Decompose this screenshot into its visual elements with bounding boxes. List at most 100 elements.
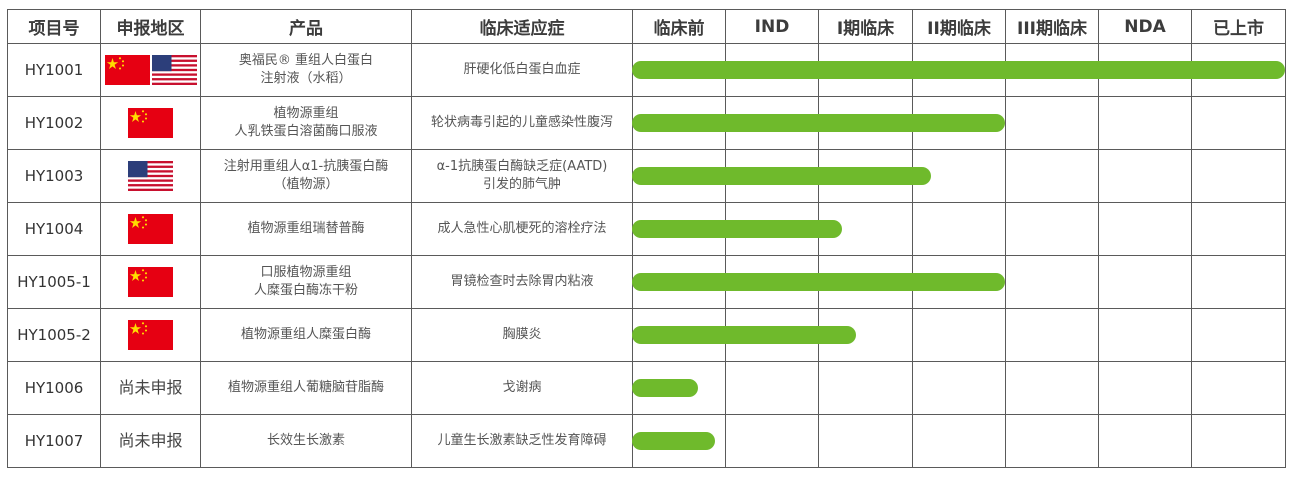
product-cell: 奥福民® 重组人白蛋白 注射液（水稻） — [200, 43, 412, 97]
stage-cell — [632, 149, 726, 203]
stage-cell — [1191, 96, 1286, 150]
table-row: HY1006 尚未申报 植物源重组人葡糖脑苷脂酶 戈谢病 — [7, 361, 1286, 415]
stage-cell — [632, 96, 726, 150]
stage-cell — [818, 414, 913, 468]
stage-cell — [912, 255, 1006, 309]
product-line: 长效生长激素 — [266, 433, 345, 448]
region-text: 尚未申报 — [118, 378, 183, 397]
stage-cell — [818, 43, 913, 97]
stage-cell — [1005, 202, 1099, 256]
product-cell: 注射用重组人α1-抗胰蛋白酶 （植物源） — [200, 149, 412, 203]
product-line: 人糜蛋白酶冻干粉 — [253, 283, 358, 298]
stage-cell — [632, 255, 726, 309]
table-row: HY1001 奥福民® 重组人白蛋白 注射液（水稻） 肝硬化低白蛋白血症 — [7, 43, 1286, 97]
indication-cell: α-1抗胰蛋白酶缺乏症(AATD) 引发的肺气肿 — [411, 149, 633, 203]
indication-line: 引发的肺气肿 — [482, 177, 561, 192]
stage-cell — [725, 414, 819, 468]
stage-cell — [912, 43, 1006, 97]
product-cell: 植物源重组人葡糖脑苷脂酶 — [200, 361, 412, 415]
product-cell: 口服植物源重组 人糜蛋白酶冻干粉 — [200, 255, 412, 309]
header-nda: NDA — [1098, 9, 1192, 44]
usa-flag-icon — [128, 161, 173, 191]
stage-cell — [1098, 202, 1192, 256]
region-cell: 尚未申报 — [100, 361, 201, 415]
table-row: HY1007 尚未申报 长效生长激素 儿童生长激素缺乏性发育障碍 — [7, 414, 1286, 468]
product-cell: 植物源重组瑞替普酶 — [200, 202, 412, 256]
indication-line: 成人急性心肌梗死的溶栓疗法 — [437, 221, 607, 236]
stage-cell — [912, 202, 1006, 256]
header-phase2: II期临床 — [912, 9, 1006, 44]
product-line: 植物源重组瑞替普酶 — [247, 221, 365, 236]
stage-cell — [725, 255, 819, 309]
stage-cell — [1005, 255, 1099, 309]
stage-cell — [1005, 149, 1099, 203]
stage-cell — [912, 414, 1006, 468]
stage-cell — [632, 414, 726, 468]
table-row: HY1005-2 植物源重组人糜蛋白酶 胸膜炎 — [7, 308, 1286, 362]
stage-cell — [725, 361, 819, 415]
stage-cell — [725, 96, 819, 150]
stage-cell — [725, 149, 819, 203]
stage-cell — [818, 308, 913, 362]
header-preclinical: 临床前 — [632, 9, 726, 44]
table-row: HY1004 植物源重组瑞替普酶 成人急性心肌梗死的溶栓疗法 — [7, 202, 1286, 256]
product-line: 植物源重组人葡糖脑苷脂酶 — [227, 380, 384, 395]
product-cell: 长效生长激素 — [200, 414, 412, 468]
indication-line: 胸膜炎 — [502, 327, 542, 342]
stage-cell — [1098, 308, 1192, 362]
indication-cell: 儿童生长激素缺乏性发育障碍 — [411, 414, 633, 468]
region-cell — [100, 255, 201, 309]
stage-cell — [912, 96, 1006, 150]
stage-cell — [818, 149, 913, 203]
indication-line: 胃镜检查时去除胃内粘液 — [450, 274, 594, 289]
stage-cell — [632, 308, 726, 362]
stage-cell — [1191, 255, 1286, 309]
region-cell — [100, 202, 201, 256]
project-id: HY1004 — [7, 202, 101, 256]
product-line: 人乳铁蛋白溶菌酶口服液 — [234, 124, 378, 139]
stage-cell — [1005, 308, 1099, 362]
indication-line: 戈谢病 — [502, 380, 542, 395]
stage-cell — [818, 202, 913, 256]
header-phase1: I期临床 — [818, 9, 913, 44]
product-line: 奥福民® 重组人白蛋白 — [238, 53, 374, 68]
header-row: 项目号 申报地区 产品 临床适应症 临床前 IND I期临床 II期临床 III期临床 NDA 已上… — [7, 9, 1286, 44]
china-flag-icon — [128, 267, 173, 297]
region-text: 尚未申报 — [118, 431, 183, 450]
product-cell: 植物源重组人糜蛋白酶 — [200, 308, 412, 362]
stage-cell — [912, 361, 1006, 415]
stage-cell — [1098, 149, 1192, 203]
project-id: HY1005-2 — [7, 308, 101, 362]
header-region: 申报地区 — [100, 9, 201, 44]
region-cell — [100, 149, 201, 203]
stage-cell — [1005, 43, 1099, 97]
china-flag-icon — [128, 108, 173, 138]
region-cell — [100, 43, 201, 97]
stage-cell — [818, 361, 913, 415]
stage-cell — [1191, 308, 1286, 362]
stage-cell — [632, 361, 726, 415]
project-id: HY1001 — [7, 43, 101, 97]
stage-cell — [912, 308, 1006, 362]
china-flag-icon — [128, 214, 173, 244]
stage-cell — [818, 96, 913, 150]
pipeline-table: 项目号 申报地区 产品 临床适应症 临床前 IND I期临床 II期临床 III期临床 NDA 已上… — [7, 9, 1286, 468]
stage-cell — [1191, 149, 1286, 203]
product-line: 口服植物源重组 — [260, 265, 352, 280]
indication-line: 肝硬化低白蛋白血症 — [463, 62, 581, 77]
stage-cell — [1191, 414, 1286, 468]
region-cell — [100, 308, 201, 362]
stage-cell — [1098, 414, 1192, 468]
indication-cell: 轮状病毒引起的儿童感染性腹泻 — [411, 96, 633, 150]
project-id: HY1002 — [7, 96, 101, 150]
project-id: HY1003 — [7, 149, 101, 203]
usa-flag-icon — [151, 55, 197, 85]
header-indication: 临床适应症 — [411, 9, 633, 44]
stage-cell — [1005, 361, 1099, 415]
china-flag-icon — [128, 320, 173, 350]
stage-cell — [1191, 43, 1286, 97]
stage-cell — [818, 255, 913, 309]
stage-cell — [1098, 255, 1192, 309]
header-project-id: 项目号 — [7, 9, 101, 44]
stage-cell — [632, 202, 726, 256]
